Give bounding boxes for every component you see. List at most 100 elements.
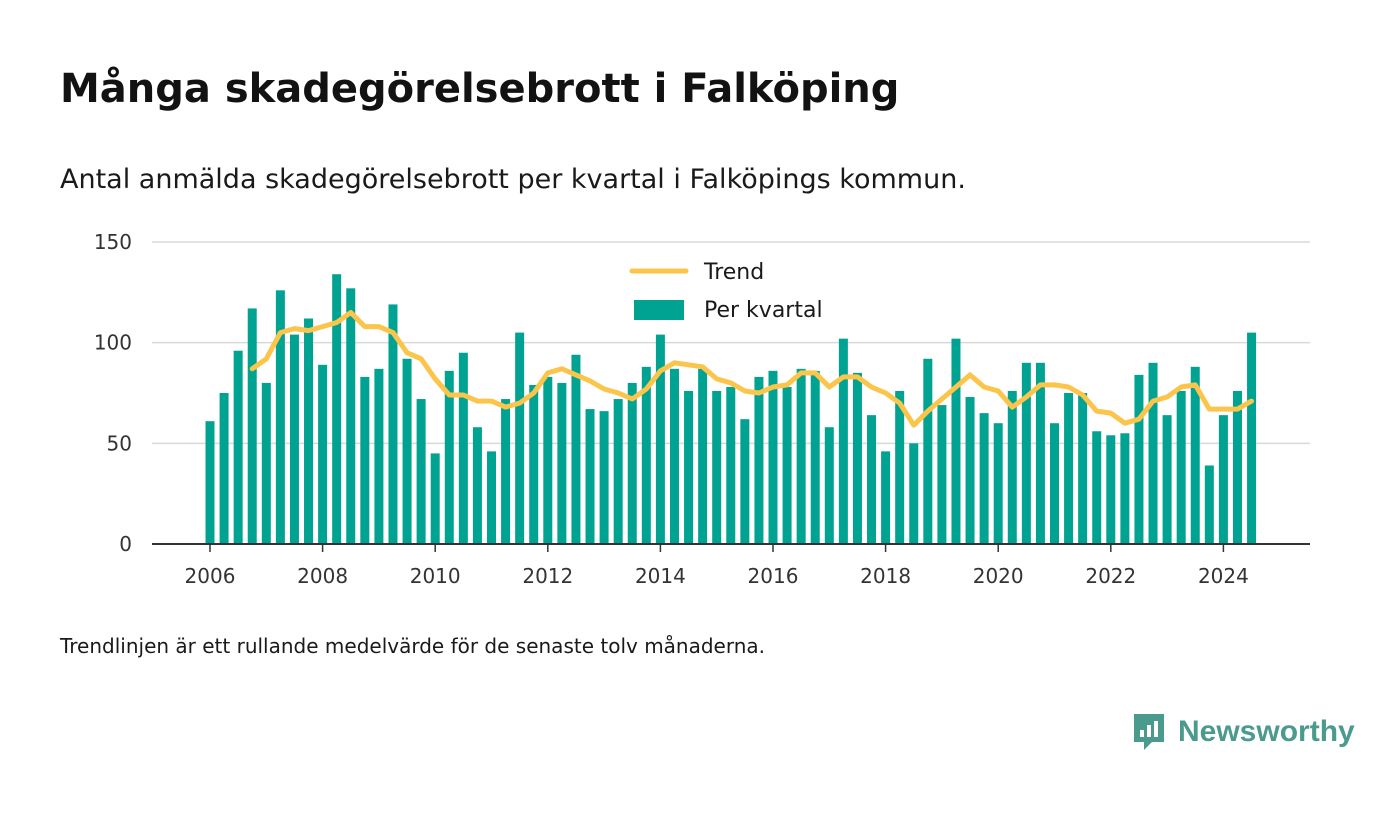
legend-per-kvartal-label: Per kvartal [704, 298, 823, 323]
brand-name: Newsworthy [1178, 715, 1355, 748]
bar [458, 352, 468, 544]
bar [571, 354, 581, 544]
newsworthy-logo-icon [1134, 714, 1164, 750]
bar [515, 332, 525, 544]
bar [712, 390, 722, 544]
bar [810, 370, 820, 544]
legend-trend-label: Trend [703, 260, 764, 285]
bar [909, 443, 919, 544]
bar [1247, 332, 1257, 544]
bar [937, 405, 947, 544]
bar-series-per-kvartal [205, 274, 1257, 544]
bar [655, 334, 665, 544]
bar [641, 366, 651, 544]
bar [979, 413, 989, 544]
bar [388, 304, 398, 544]
bar [543, 376, 553, 544]
bar [684, 390, 694, 544]
bar [472, 427, 482, 544]
bar [1035, 362, 1045, 544]
bar [332, 274, 342, 544]
bar [740, 419, 750, 544]
bar [669, 368, 679, 544]
bar [219, 393, 229, 544]
bar [275, 290, 285, 544]
bar [1021, 362, 1031, 544]
bar [599, 411, 609, 544]
bar [346, 288, 356, 544]
bar [233, 350, 243, 544]
bar [1232, 390, 1242, 544]
bar [782, 386, 792, 544]
bar [726, 386, 736, 544]
bar [852, 372, 862, 544]
brand-logo[interactable]: Newsworthy [1132, 712, 1355, 752]
trend-line [249, 310, 1254, 428]
bar [613, 399, 623, 544]
bar [754, 376, 764, 544]
bar [965, 397, 975, 544]
legend-per-kvartal-swatch [634, 300, 684, 320]
bar [796, 368, 806, 544]
bar [1050, 423, 1059, 544]
bar [1120, 433, 1130, 544]
bar [585, 409, 595, 544]
axes: 0 50 100 150 2006 2008 2010 2012 2014 2016 2018 202… [94, 230, 1310, 588]
bar [1148, 362, 1158, 544]
chart-title: Många skadegörelsebrott i Falköping [60, 66, 900, 112]
bar [951, 338, 961, 544]
bar [838, 338, 848, 544]
bar [205, 421, 215, 544]
bar [768, 370, 778, 544]
bar [501, 399, 511, 544]
bar [529, 384, 539, 544]
bar [993, 423, 1003, 544]
bar [698, 368, 708, 544]
x-tick-label: 2016 [748, 564, 799, 588]
bar [881, 451, 891, 544]
bar [1134, 374, 1144, 544]
legend: Trend Per kvartal [629, 260, 823, 323]
bar [360, 376, 370, 544]
footnote: Trendlinjen är ett rullande medelvärde f… [60, 634, 766, 658]
bar [867, 415, 877, 544]
bar [416, 399, 426, 544]
line-series-trend [249, 310, 1254, 428]
bar [1064, 393, 1074, 544]
chart-subtitle: Antal anmälda skadegörelsebrott per kvar… [60, 164, 966, 195]
x-tick-label: 2008 [297, 564, 348, 588]
y-tick-label: 150 [94, 230, 132, 254]
bar [1106, 435, 1116, 544]
bar [487, 451, 496, 544]
x-tick-label: 2012 [522, 564, 573, 588]
bar [1176, 390, 1186, 544]
x-tick-label: 2014 [635, 564, 686, 588]
bar [895, 390, 905, 544]
bar [1190, 366, 1200, 544]
bar [824, 427, 834, 544]
bar [1218, 415, 1228, 544]
bar [289, 334, 299, 544]
bar [247, 308, 257, 544]
bar [304, 318, 314, 544]
bar [1078, 393, 1088, 544]
bar [1162, 415, 1172, 544]
bar [1092, 431, 1102, 544]
bar [1204, 465, 1214, 544]
x-tick-label: 2024 [1198, 564, 1249, 588]
x-tick-label: 2006 [185, 564, 236, 588]
bar [1007, 390, 1017, 544]
bar [430, 453, 440, 544]
y-tick-label: 100 [94, 331, 132, 355]
y-tick-label: 0 [119, 532, 132, 556]
x-tick-label: 2020 [973, 564, 1024, 588]
bar [557, 382, 567, 544]
bar [627, 382, 637, 544]
bar [444, 370, 454, 544]
x-tick-label: 2022 [1085, 564, 1136, 588]
bar [261, 382, 271, 544]
x-tick-label: 2010 [410, 564, 461, 588]
bar [402, 358, 412, 544]
x-tick-label: 2018 [860, 564, 911, 588]
